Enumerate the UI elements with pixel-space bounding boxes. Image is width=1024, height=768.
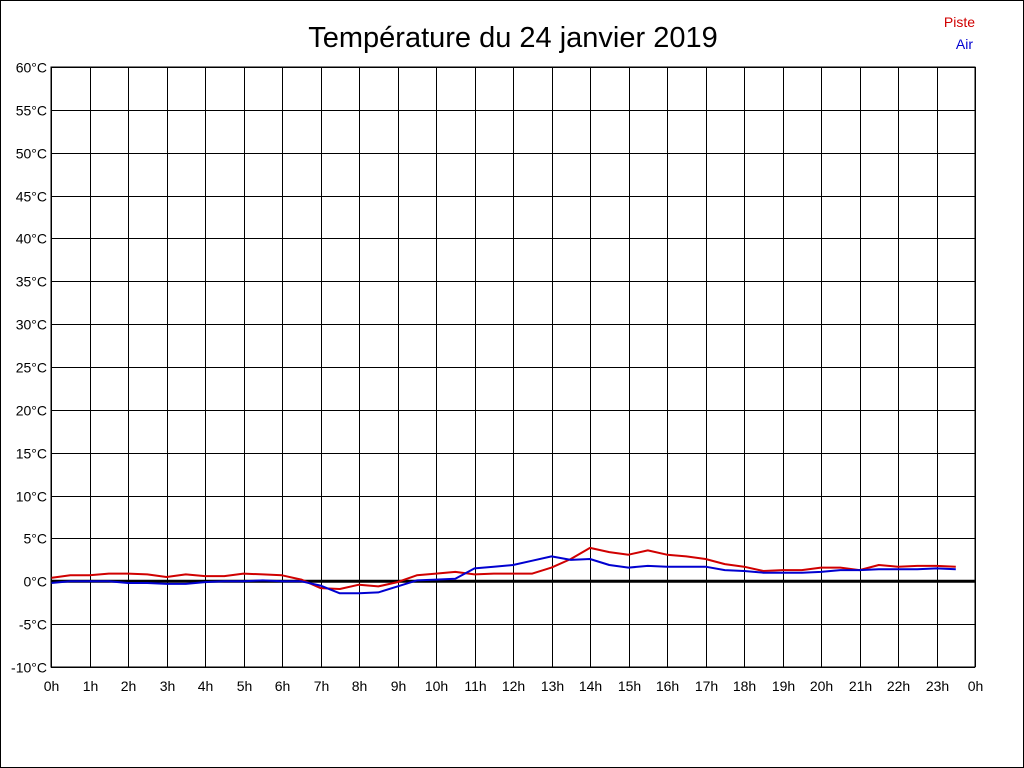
x-tick-label: 11h (464, 678, 486, 694)
y-tick-label: 60°C (16, 60, 47, 76)
y-tick-label: 10°C (16, 489, 47, 505)
grid (51, 67, 976, 668)
x-tick-label: 19h (772, 678, 795, 694)
x-tick-label: 21h (849, 678, 872, 694)
y-tick-label: -5°C (19, 617, 47, 633)
y-tick-label: 50°C (16, 146, 47, 162)
x-tick-label: 0h (968, 678, 984, 694)
x-tick-label: 22h (887, 678, 910, 694)
y-tick-label: 55°C (16, 103, 47, 119)
x-tick-label: 13h (541, 678, 564, 694)
x-tick-label: 20h (810, 678, 833, 694)
y-tick-label: 45°C (16, 189, 47, 205)
x-tick-label: 10h (425, 678, 448, 694)
x-tick-label: 17h (695, 678, 718, 694)
plot-area (50, 66, 976, 668)
series-lines (50, 546, 956, 595)
y-tick-label: 25°C (16, 360, 47, 376)
y-tick-label: 40°C (16, 231, 47, 247)
y-tick-label: 5°C (24, 531, 48, 547)
x-tick-label: 15h (618, 678, 641, 694)
x-tick-label: 23h (926, 678, 949, 694)
x-tick-label: 7h (314, 678, 330, 694)
chart-title: Température du 24 janvier 2019 (308, 22, 717, 54)
x-tick-label: 8h (352, 678, 368, 694)
legend-item-piste: Piste (944, 14, 975, 30)
y-tick-label: 15°C (16, 446, 47, 462)
y-axis-ticks: -10°C -5°C 0°C 5°C 10°C 15°C 20°C 25°C 30°C 35°C 4… (11, 60, 47, 676)
y-tick-label: 35°C (16, 274, 47, 290)
x-tick-label: 18h (733, 678, 756, 694)
y-tick-label: 20°C (16, 403, 47, 419)
y-tick-label: 30°C (16, 317, 47, 333)
x-tick-label: 12h (502, 678, 525, 694)
x-tick-label: 9h (391, 678, 407, 694)
x-tick-label: 2h (121, 678, 137, 694)
x-tick-label: 16h (656, 678, 679, 694)
x-axis-ticks: 0h 1h 2h 3h 4h 5h 6h 7h 8h 9h 10h 11h 12h 13h 14h 15h 16… (44, 678, 984, 694)
series-line-piste (50, 546, 956, 590)
x-tick-label: 5h (237, 678, 253, 694)
y-tick-label: -10°C (11, 660, 47, 676)
x-tick-label: 14h (579, 678, 602, 694)
series-line-air (50, 555, 956, 595)
x-tick-label: 1h (83, 678, 99, 694)
x-tick-label: 6h (275, 678, 291, 694)
y-tick-label: 0°C (24, 574, 48, 590)
x-tick-label: 3h (160, 678, 176, 694)
x-tick-label: 4h (198, 678, 214, 694)
x-tick-label: 0h (44, 678, 60, 694)
legend-item-air: Air (956, 36, 973, 52)
